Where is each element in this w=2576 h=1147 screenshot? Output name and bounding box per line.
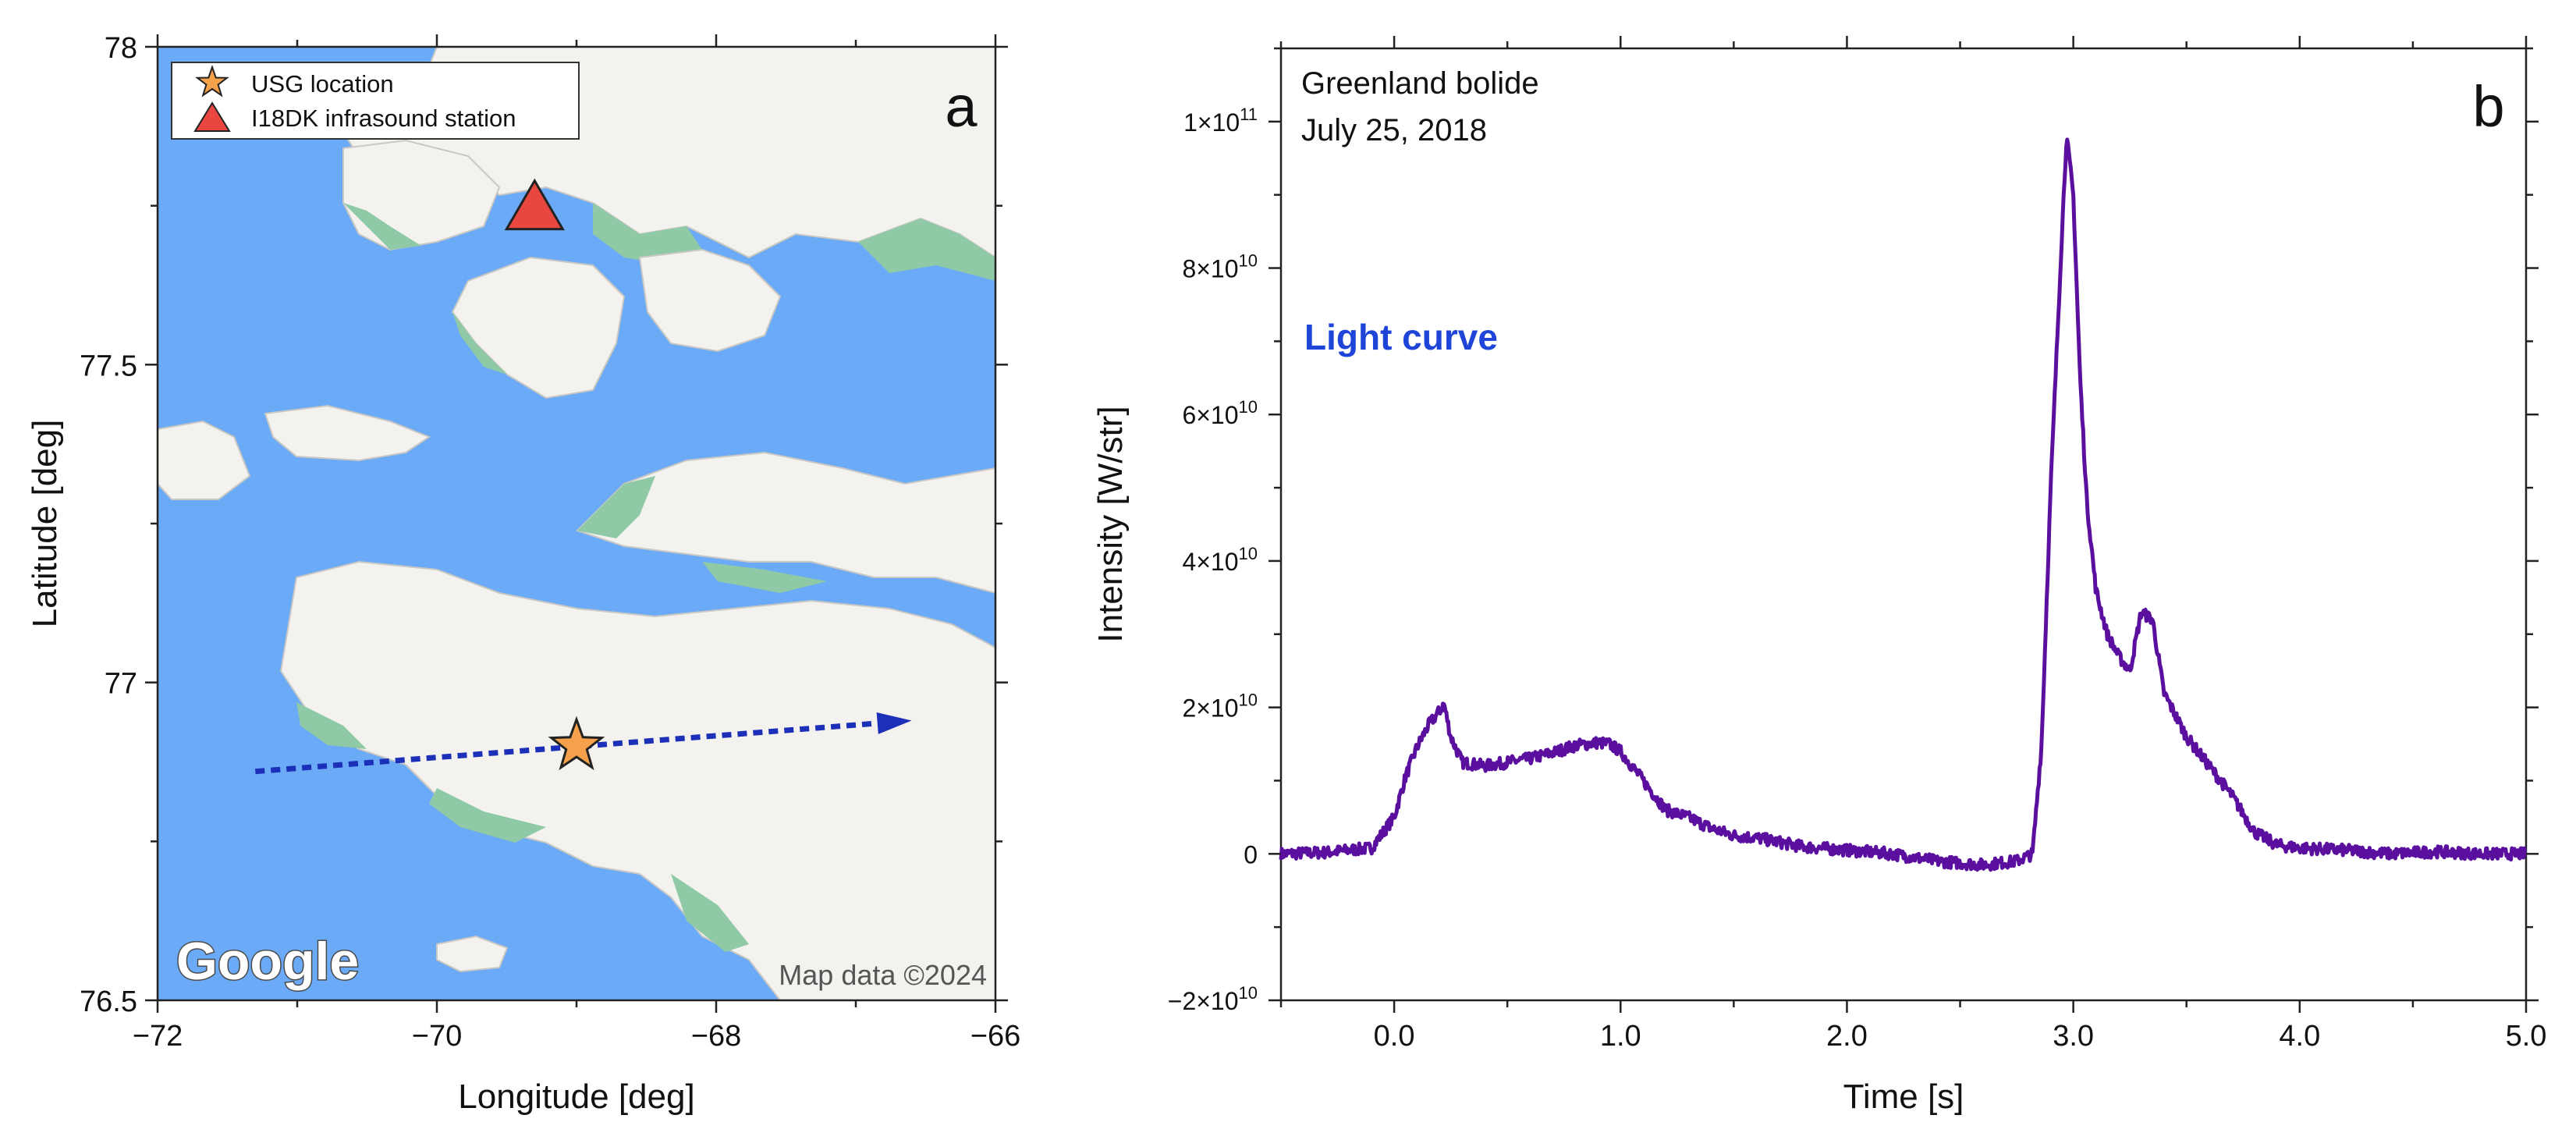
map-veg-south-2 (671, 874, 749, 952)
plot-xtick-label: 3.0 (2053, 1020, 2094, 1053)
map-island-3 (264, 404, 431, 462)
map-area: Google Map data ©2024 (158, 47, 995, 1000)
map-xtick-label: −70 (412, 1020, 462, 1053)
plot-xtick-label: 4.0 (2279, 1020, 2320, 1053)
plot-xtick-label: 1.0 (1600, 1020, 1641, 1053)
map-axes: −72 −70 −68 −66 76.5 77 77.5 78 (80, 32, 1020, 1053)
plot-ytick-label: 6×1010 (1182, 397, 1258, 429)
panel-label-b: b (2472, 74, 2504, 139)
map-ylabel: Latitude [deg] (26, 420, 64, 628)
map-ytick-label: 77 (105, 668, 137, 701)
plot-ytick-label: 2×1010 (1182, 691, 1258, 723)
map-island-2 (638, 248, 782, 353)
map-veg-south (429, 788, 546, 843)
map-attribution: Map data ©2024 (779, 959, 987, 991)
plot-xtick-label: 2.0 (1826, 1020, 1868, 1053)
map-veg-nw (343, 203, 421, 250)
legend-triangle-icon (193, 101, 231, 132)
panel-a: Google Map data ©2024 USG location I18DK… (26, 32, 1020, 1116)
map-xtick-label: −66 (970, 1020, 1020, 1053)
station-marker[interactable] (504, 178, 565, 231)
plot-ytick-label: 0 (1244, 840, 1258, 868)
map-legend: USG location I18DK infrasound station (171, 62, 580, 140)
map-island-5 (436, 935, 509, 973)
map-xtick-label: −72 (133, 1020, 183, 1053)
plot-xtick-label: 0.0 (1374, 1020, 1415, 1053)
annotation-line1: Greenland bolide (1301, 66, 1539, 101)
plot-axes: 0.0 1.0 2.0 3.0 4.0 5.0 −2×1010 0 2×1010 4×1010 6×… (1168, 36, 2547, 1053)
map-veg-south-3 (296, 702, 367, 749)
legend-label-station: I18DK infrasound station (251, 105, 516, 132)
panel-label-a: a (945, 74, 978, 139)
map-land-south (279, 560, 995, 1000)
plot-ytick-label: 8×1010 (1182, 251, 1258, 283)
legend-star-icon (195, 64, 229, 98)
map-veg-mid (577, 476, 655, 538)
map-ytick-label: 78 (105, 32, 137, 65)
plot-xtick-label: 5.0 (2506, 1020, 2547, 1053)
trajectory-arrowhead (876, 712, 912, 734)
map-ytick-label: 76.5 (80, 985, 137, 1018)
legend-label-usg: USG location (251, 70, 394, 98)
trajectory-line (255, 720, 878, 775)
plot-xlabel: Time [s] (1843, 1078, 1964, 1116)
panel-b: 0.0 1.0 2.0 3.0 4.0 5.0 −2×1010 0 2×1010 4×1010 6×… (1091, 36, 2546, 1116)
map-xlabel: Longitude [deg] (458, 1078, 694, 1116)
plot-ylabel: Intensity [W/str] (1091, 406, 1130, 642)
plot-ytick-label: −2×1010 (1168, 983, 1258, 1015)
map-land-mid (576, 451, 995, 595)
map-xtick-label: −68 (691, 1020, 741, 1053)
plot-frame (1279, 47, 2528, 1002)
usg-location-marker[interactable] (548, 716, 605, 771)
plot-ytick-label: 1×1011 (1183, 105, 1258, 137)
map-veg-mid-2 (702, 562, 827, 593)
curve-label: Light curve (1304, 317, 1498, 357)
legend-box (171, 62, 580, 140)
light-curve-series (1279, 137, 2528, 872)
annotation-line2: July 25, 2018 (1301, 113, 1487, 147)
map-veg-north-2 (858, 218, 995, 281)
plot-ytick-label: 4×1010 (1182, 544, 1258, 576)
map-ytick-label: 77.5 (80, 350, 137, 382)
map-island-4 (158, 420, 251, 500)
map-veg-north (593, 203, 702, 265)
google-watermark: Google (176, 932, 359, 991)
